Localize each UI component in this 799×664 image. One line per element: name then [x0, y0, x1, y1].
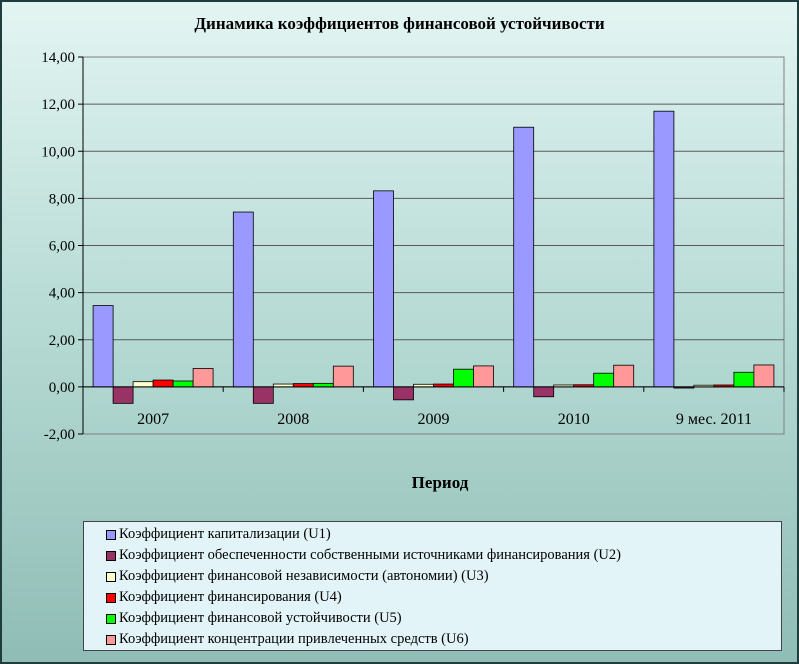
bar-1-2008: [232, 211, 254, 388]
bar-2-2008: [252, 386, 274, 404]
y-tick-label: 0,00: [49, 380, 75, 396]
x-category-label: 2008: [277, 411, 309, 428]
bar-5-9-мес.-2011: [733, 371, 755, 388]
y-tick-label: 14,00: [41, 50, 75, 66]
bar-6-2007: [192, 368, 214, 388]
bar-4-2007: [152, 379, 174, 388]
axes: [78, 56, 785, 435]
chart-title: Динамика коэффициентов финансовой устойч…: [194, 14, 605, 33]
legend-item-u2: Коэффициент обеспеченности собственными …: [106, 545, 781, 566]
legend: Коэффициент капитализации (U1) Коэффициен…: [83, 521, 782, 651]
y-tick-label: 12,00: [41, 97, 75, 113]
legend-label: Коэффициент капитализации (U1): [119, 526, 331, 542]
bar-6-2010: [613, 364, 635, 388]
bar-1-9-мес.-2011: [653, 110, 675, 388]
legend-swatch: [106, 550, 116, 561]
y-tick-label: -2,00: [44, 427, 75, 443]
y-tick-label: 8,00: [49, 191, 75, 207]
legend-item-u3: Коэффициент финансовой независимости (ав…: [106, 566, 781, 587]
bar-1-2007: [92, 305, 114, 388]
bar-6-9-мес.-2011: [753, 364, 775, 388]
legend-item-u5: Коэффициент финансовой устойчивости (U5): [106, 608, 781, 629]
legend-label: Коэффициент финансовой устойчивости (U5): [119, 610, 402, 626]
bar-5-2010: [593, 372, 615, 388]
legend-label: Коэффициент финансирования (U4): [119, 589, 342, 605]
legend-swatch: [106, 613, 116, 624]
bar-2-2007: [112, 386, 134, 404]
y-tick-label: 10,00: [41, 144, 75, 160]
bar-5-2007: [172, 380, 194, 388]
legend-item-u6: Коэффициент концентрации привлеченных ср…: [106, 629, 781, 650]
bar-2-2009: [393, 386, 414, 401]
y-tick-label: 2,00: [49, 333, 75, 349]
legend-label: Коэффициент финансовой независимости (ав…: [119, 568, 489, 584]
y-tick-label: 4,00: [49, 286, 75, 302]
bar-3-2007: [132, 381, 154, 388]
bar-5-2008: [312, 382, 334, 388]
tick-labels: -2,00 0,00 2,00 4,00 6,00 8,00 10,00 12,00 14,00…: [41, 50, 752, 443]
bar-1-2009: [373, 190, 394, 388]
y-tick-label: 6,00: [49, 239, 75, 255]
bar-1-2010: [513, 126, 535, 388]
legend-item-u4: Коэффициент финансирования (U4): [106, 587, 781, 608]
legend-swatch: [106, 571, 116, 582]
bar-6-2008: [332, 365, 354, 388]
legend-item-u1: Коэффициент капитализации (U1): [106, 524, 781, 545]
bar-5-2009: [453, 368, 474, 388]
x-category-label: 9 мес. 2011: [676, 411, 752, 428]
bar-2-2010: [533, 386, 555, 398]
x-axis-title: Период: [411, 473, 469, 492]
bars: [92, 110, 775, 404]
x-category-label: 2010: [558, 411, 590, 428]
x-category-label: 2009: [418, 411, 450, 428]
legend-swatch: [106, 592, 116, 603]
legend-label: Коэффициент концентрации привлеченных ср…: [119, 631, 469, 647]
legend-label: Коэффициент обеспеченности собственными …: [119, 547, 621, 563]
x-category-label: 2007: [137, 411, 169, 428]
legend-swatch: [106, 634, 116, 645]
legend-swatch: [106, 529, 116, 540]
bar-6-2009: [473, 365, 494, 388]
